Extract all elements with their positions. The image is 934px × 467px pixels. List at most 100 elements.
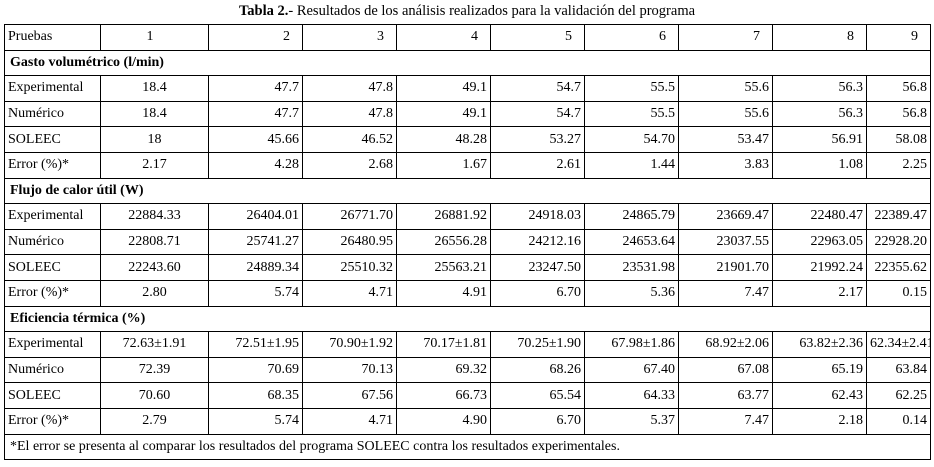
table-cell: 70.90±1.92: [302, 331, 397, 358]
table-cell: 1.44: [584, 151, 679, 179]
row-label: Experimental: [4, 331, 101, 358]
table-cell: 22808.71: [100, 228, 209, 256]
table-cell: 70.25±1.90: [490, 331, 585, 358]
table-cell: 46.52: [302, 126, 397, 153]
table-cell: 22480.47: [772, 203, 867, 230]
table-cell: 62.34±2.41: [866, 331, 931, 358]
table-cell: 4.91: [396, 279, 491, 307]
table-cell: 54.7: [490, 75, 585, 102]
table-row: SOLEEC 70.60 68.35 67.56 66.73 65.54 64.33 63.7…: [4, 382, 931, 409]
table-cell: 70.60: [100, 382, 209, 409]
table-cell: 7.47: [678, 407, 773, 435]
row-label: Experimental: [4, 203, 101, 230]
table-cell: 56.3: [772, 100, 867, 128]
table-cell: 23037.55: [678, 228, 773, 256]
table-cell: 64.33: [584, 382, 679, 409]
table-row: Experimental 72.63±1.91 72.51±1.95 70.90±1.…: [4, 331, 931, 358]
table-row: SOLEEC 18 45.66 46.52 48.28 53.27 54.70 53.47 56…: [4, 126, 931, 153]
table-cell: 63.77: [678, 382, 773, 409]
table-cell: 24865.79: [584, 203, 679, 230]
table-cell: 72.39: [100, 356, 209, 384]
table-cell: 1.08: [772, 151, 867, 179]
table-cell: 24212.16: [490, 228, 585, 256]
table-row: Experimental 18.4 47.7 47.8 49.1 54.7 55.5 55.6…: [4, 75, 931, 102]
row-label: Experimental: [4, 75, 101, 102]
table-cell: 23531.98: [584, 254, 679, 281]
table-cell: 24653.64: [584, 228, 679, 256]
table-cell: 47.8: [302, 100, 397, 128]
row-label: Error (%)*: [4, 279, 101, 307]
table-cell: 22389.47: [866, 203, 931, 230]
header-row: Pruebas 1 2 3 4 5 6 7 8 9: [4, 24, 931, 51]
section-row: Gasto volumétrico (l/min): [4, 49, 931, 77]
table-cell: 18: [100, 126, 209, 153]
table-row: SOLEEC 22243.60 24889.34 25510.32 25563.21 23…: [4, 254, 931, 281]
table-cell: 70.13: [302, 356, 397, 384]
table-cell: 2.79: [100, 407, 209, 435]
row-label: SOLEEC: [4, 382, 101, 409]
table-cell: 5.74: [208, 407, 303, 435]
table-cell: 58.08: [866, 126, 931, 153]
table-cell: 72.63±1.91: [100, 331, 209, 358]
table-cell: 2.61: [490, 151, 585, 179]
results-table-body: Pruebas 1 2 3 4 5 6 7 8 9 Gasto volumétrico (l/min…: [4, 24, 931, 461]
table-cell: 47.7: [208, 100, 303, 128]
table-cell: 47.7: [208, 75, 303, 102]
table-row: Error (%)* 2.79 5.74 4.71 4.90 6.70 5.37 7.47 2.…: [4, 407, 931, 435]
column-header: 5: [490, 24, 585, 51]
table-cell: 23669.47: [678, 203, 773, 230]
table-row: Error (%)* 2.80 5.74 4.71 4.91 6.70 5.36 7.47 2.…: [4, 279, 931, 307]
table-cell: 68.35: [208, 382, 303, 409]
table-cell: 67.98±1.86: [584, 331, 679, 358]
table-caption: Tabla 2.- Resultados de los análisis rea…: [0, 1, 934, 21]
table-cell: 54.7: [490, 100, 585, 128]
section-title: Flujo de calor útil (W): [4, 177, 931, 205]
table-cell: 26771.70: [302, 203, 397, 230]
column-header: 6: [584, 24, 679, 51]
table-cell: 45.66: [208, 126, 303, 153]
table-cell: 26556.28: [396, 228, 491, 256]
table-cell: 55.5: [584, 100, 679, 128]
table-cell: 63.82±2.36: [772, 331, 867, 358]
row-label: Error (%)*: [4, 407, 101, 435]
table-cell: 25563.21: [396, 254, 491, 281]
table-cell: 53.27: [490, 126, 585, 153]
table-cell: 5.37: [584, 407, 679, 435]
table-cell: 63.84: [866, 356, 931, 384]
table-cell: 25510.32: [302, 254, 397, 281]
table-cell: 22963.05: [772, 228, 867, 256]
column-header: 8: [772, 24, 867, 51]
table-cell: 26404.01: [208, 203, 303, 230]
table-cell: 3.83: [678, 151, 773, 179]
table-cell: 72.51±1.95: [208, 331, 303, 358]
table-cell: 18.4: [100, 75, 209, 102]
row-label: SOLEEC: [4, 254, 101, 281]
table-cell: 66.73: [396, 382, 491, 409]
section-row: Flujo de calor útil (W): [4, 177, 931, 205]
table-cell: 2.17: [772, 279, 867, 307]
section-title: Gasto volumétrico (l/min): [4, 49, 931, 77]
table-cell: 68.92±2.06: [678, 331, 773, 358]
section-row: Eficiencia térmica (%): [4, 305, 931, 333]
section-title: Eficiencia térmica (%): [4, 305, 931, 333]
table-cell: 65.54: [490, 382, 585, 409]
table-cell: 1.67: [396, 151, 491, 179]
table-cell: 55.6: [678, 75, 773, 102]
table-caption-text: - Resultados de los análisis realizados …: [288, 3, 696, 19]
table-cell: 7.47: [678, 279, 773, 307]
footnote-row: *El error se presenta al comparar los re…: [4, 433, 931, 461]
table-cell: 67.56: [302, 382, 397, 409]
table-cell: 47.8: [302, 75, 397, 102]
column-header: 7: [678, 24, 773, 51]
table-row: Experimental 22884.33 26404.01 26771.70 2688…: [4, 203, 931, 230]
table-cell: 4.28: [208, 151, 303, 179]
table-cell: 56.8: [866, 75, 931, 102]
table-cell: 53.47: [678, 126, 773, 153]
table-cell: 5.36: [584, 279, 679, 307]
table-cell: 62.43: [772, 382, 867, 409]
table-cell: 2.80: [100, 279, 209, 307]
table-cell: 24889.34: [208, 254, 303, 281]
table-cell: 55.6: [678, 100, 773, 128]
results-table: Pruebas 1 2 3 4 5 6 7 8 9 Gasto volumétrico (l/min…: [4, 24, 931, 461]
table-cell: 6.70: [490, 407, 585, 435]
